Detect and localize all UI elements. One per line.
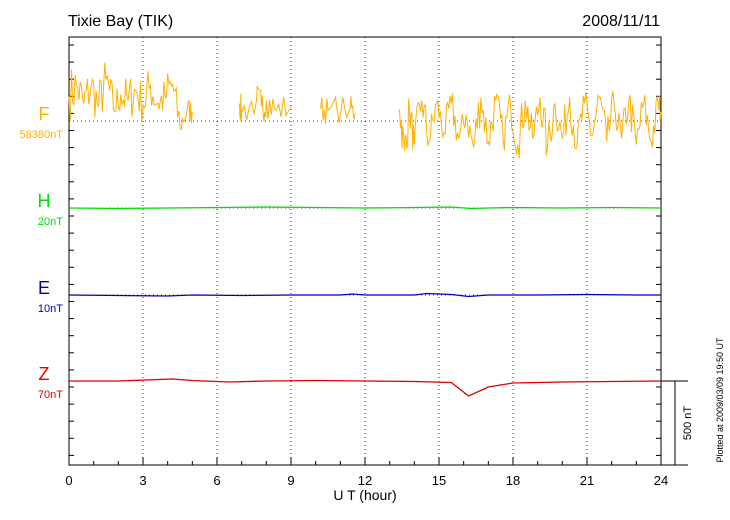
x-tick-label: 18 xyxy=(506,473,520,488)
date-label: 2008/11/11 xyxy=(582,13,660,30)
x-tick-label: 6 xyxy=(213,473,220,488)
x-tick-labels: 0 3 6 9 12 15 18 21 24 xyxy=(65,473,668,488)
channel-baseline-H: 20nT xyxy=(38,216,63,228)
station-title: Tixie Bay (TIK) xyxy=(68,13,173,30)
channel-name-H: H xyxy=(38,191,51,211)
grid xyxy=(69,37,661,465)
x-tick-label: 21 xyxy=(580,473,594,488)
x-tick-label: 0 xyxy=(65,473,72,488)
channel-baseline-E: 10nT xyxy=(38,303,63,315)
plotted-note: Plotted at 2009/03/09 19:50 UT xyxy=(715,337,725,463)
scale-bar: 500 nT xyxy=(661,380,694,466)
channel-baseline-F: 58380nT xyxy=(20,129,64,141)
trace-E xyxy=(68,292,661,298)
channel-labels: F 58380nT H 20nT E 10nT Z 70nT xyxy=(20,104,64,401)
x-axis-label: U T (hour) xyxy=(333,487,396,503)
channel-baseline-Z: 70nT xyxy=(38,389,63,401)
x-tick-label: 3 xyxy=(139,473,146,488)
trace-H xyxy=(68,206,662,210)
y-minor-ticks xyxy=(68,44,662,465)
x-tick-label: 9 xyxy=(287,473,294,488)
scale-bar-label: 500 nT xyxy=(682,406,694,441)
x-tick-label: 12 xyxy=(358,473,372,488)
channel-name-F: F xyxy=(39,104,50,124)
traces xyxy=(68,62,662,397)
x-tick-label: 24 xyxy=(654,473,668,488)
x-tick-label: 15 xyxy=(432,473,446,488)
channel-name-Z: Z xyxy=(39,364,50,384)
trace-Z xyxy=(69,378,662,397)
trace-F xyxy=(68,62,662,159)
channel-name-E: E xyxy=(38,278,50,298)
